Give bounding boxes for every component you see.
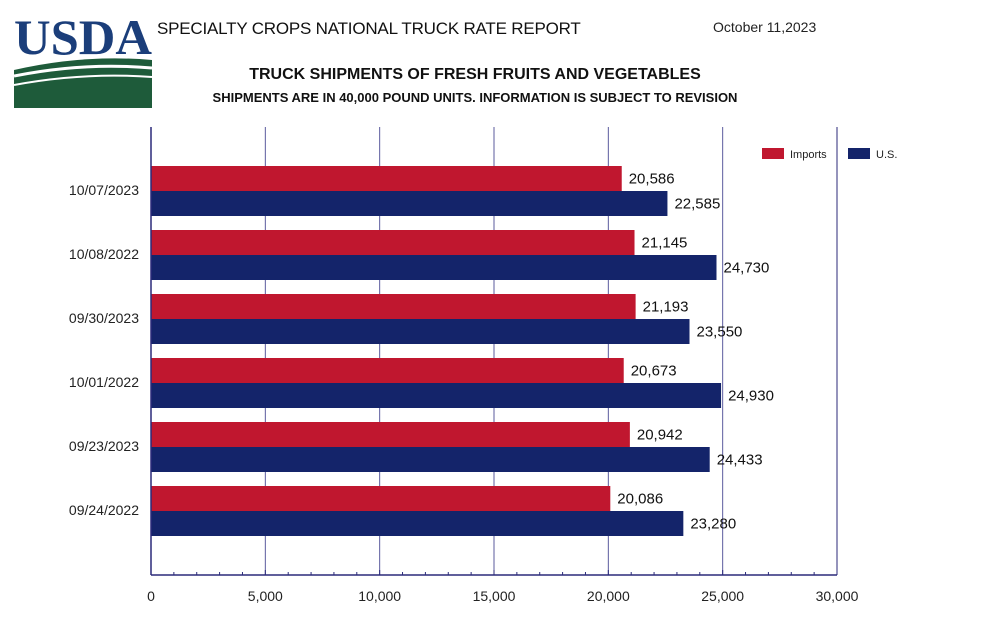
category-label: 10/07/2023	[69, 182, 139, 198]
data-label: 20,086	[617, 491, 663, 508]
bar-us	[151, 191, 668, 216]
usda-logo: USDA	[14, 10, 152, 108]
data-label: 24,930	[728, 388, 774, 405]
bar-imports	[151, 230, 635, 255]
x-tick-label: 0	[147, 588, 155, 604]
bar-us	[151, 511, 684, 536]
x-tick-label: 20,000	[587, 588, 630, 604]
data-label: 20,586	[629, 171, 675, 188]
legend-label-us: U.S.	[876, 149, 897, 161]
usda-logo-stripe	[14, 74, 152, 86]
data-label: 23,280	[690, 516, 736, 533]
bar-us	[151, 383, 722, 408]
bar-imports	[151, 294, 636, 319]
bar-imports	[151, 486, 611, 511]
x-tick-label: 10,000	[358, 588, 401, 604]
data-label: 20,673	[631, 363, 677, 380]
legend-label-imports: Imports	[790, 149, 827, 161]
category-label: 09/30/2023	[69, 310, 139, 326]
x-tick-label: 5,000	[248, 588, 283, 604]
bar-imports	[151, 358, 624, 383]
data-label: 22,585	[674, 196, 720, 213]
legend-swatch-us	[848, 148, 870, 159]
category-label: 10/08/2022	[69, 246, 139, 262]
legend-swatch-imports	[762, 148, 784, 159]
chart-subtitle: SHIPMENTS ARE IN 40,000 POUND UNITS. INF…	[212, 90, 738, 105]
category-label: 10/01/2022	[69, 374, 139, 390]
data-label: 24,433	[717, 452, 763, 469]
x-tick-label: 15,000	[473, 588, 516, 604]
usda-logo-stripe	[14, 64, 152, 78]
bar-us	[151, 447, 710, 472]
data-label: 20,942	[637, 427, 683, 444]
bar-imports	[151, 422, 630, 447]
data-label: 21,145	[642, 235, 688, 252]
x-tick-label: 25,000	[701, 588, 744, 604]
bar-imports	[151, 166, 622, 191]
category-label: 09/23/2023	[69, 438, 139, 454]
usda-logo-text: USDA	[14, 10, 152, 65]
report-title: SPECIALTY CROPS NATIONAL TRUCK RATE REPO…	[157, 19, 581, 38]
x-tick-label: 30,000	[816, 588, 859, 604]
data-label: 23,550	[697, 324, 743, 341]
category-label: 09/24/2022	[69, 502, 139, 518]
data-label: 21,193	[643, 299, 689, 316]
data-label: 24,730	[723, 260, 769, 277]
report-date: October 11,2023	[713, 19, 817, 35]
bar-us	[151, 319, 690, 344]
chart-title: TRUCK SHIPMENTS OF FRESH FRUITS AND VEGE…	[249, 66, 701, 83]
bar-us	[151, 255, 717, 280]
